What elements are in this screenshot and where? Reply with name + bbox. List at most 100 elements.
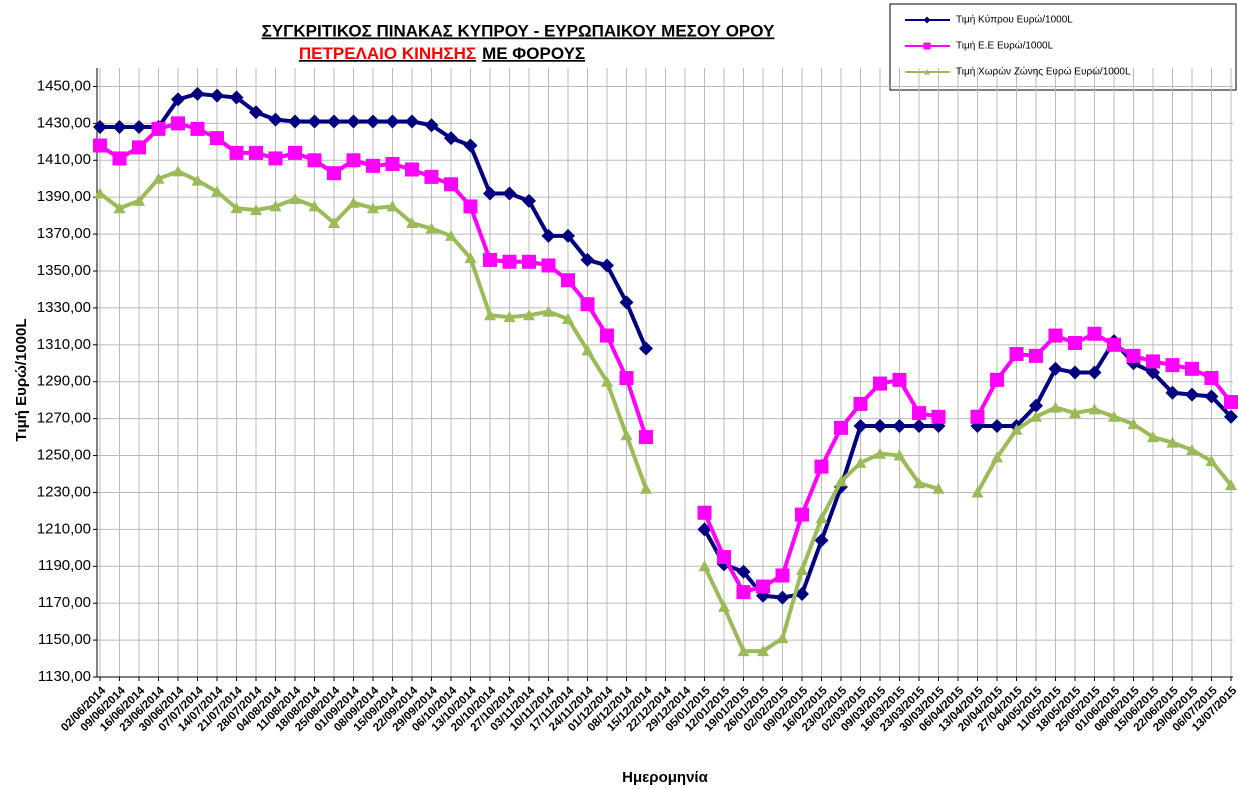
marker [93,138,107,153]
marker [541,258,556,273]
marker [308,200,321,212]
marker [484,309,496,321]
marker [113,202,126,214]
marker [445,229,457,241]
marker [190,86,205,101]
marker [133,194,145,206]
marker [210,88,224,103]
marker [230,202,243,214]
marker [347,196,360,208]
marker [1107,337,1121,352]
marker [1126,348,1141,363]
y-axis-label: Τιμή Ευρώ/1000L [13,319,30,442]
marker [913,477,925,489]
marker [1165,385,1180,400]
y-tick-label: 1210,00 [37,520,91,537]
marker [991,451,1003,463]
y-tick-label: 1130,00 [38,668,91,685]
marker [172,165,184,177]
marker [366,158,380,173]
marker [834,420,848,435]
marker [112,120,127,135]
marker [912,419,926,434]
y-tick-label: 1370,00 [37,225,91,242]
marker [405,162,419,177]
marker [289,193,301,205]
marker [698,560,711,572]
marker [619,371,634,386]
marker [132,140,146,155]
marker [346,114,361,129]
marker [406,217,418,229]
marker [620,429,633,441]
marker [229,90,244,105]
marker [424,118,439,133]
marker [367,202,379,214]
marker [1030,410,1042,422]
marker [523,309,535,321]
marker [932,482,945,494]
marker [1088,403,1101,415]
marker [924,69,930,75]
marker [601,375,613,387]
marker [424,169,439,184]
marker [1108,410,1120,422]
marker [990,372,1004,387]
marker [503,311,516,323]
y-tick-label: 1350,00 [37,262,91,279]
marker [152,172,165,184]
marker [249,105,263,120]
subtitle-part: ΠΕΤΡΕΛΑΙΟ ΚΙΝΗΣΗΣ [299,44,476,63]
marker [1068,335,1082,350]
marker [307,153,322,168]
marker [386,200,399,212]
marker [151,121,166,136]
marker [619,295,634,310]
marker [697,522,712,537]
marker [1204,389,1219,404]
marker [405,114,419,129]
marker [795,586,809,601]
marker [853,419,868,434]
marker [1205,455,1218,467]
marker [269,200,282,212]
marker [502,186,517,201]
marker [757,645,769,657]
marker [385,156,400,171]
marker [561,273,575,288]
marker [1146,354,1160,369]
marker [931,409,946,424]
marker [1068,365,1082,380]
marker [463,199,478,214]
marker [580,297,595,312]
marker [1049,401,1062,413]
marker [737,645,750,657]
marker [171,116,185,131]
marker [874,447,886,459]
y-tick-label: 1330,00 [37,299,91,316]
marker [718,600,730,612]
y-tick-label: 1290,00 [37,373,91,390]
marker [1087,365,1102,380]
marker [776,632,789,644]
marker [736,585,751,600]
marker [923,42,931,50]
marker [94,187,106,199]
legend-label: Τιμή Χωρών Ζώνης Ευρώ Ευρώ/1000L [956,66,1131,78]
marker [736,564,751,579]
marker [815,512,828,524]
marker [171,92,185,107]
marker [366,114,380,129]
marker [796,563,808,575]
marker [1029,348,1043,363]
marker [1010,423,1023,435]
marker [483,252,497,267]
y-tick-label: 1390,00 [37,188,91,205]
y-tick-label: 1310,00 [37,336,91,353]
marker [249,145,263,160]
marker [1224,395,1238,410]
x-axis-label: Ημερομηνία [622,769,708,786]
marker [542,305,555,317]
y-tick-label: 1270,00 [37,410,91,427]
marker [190,121,205,136]
